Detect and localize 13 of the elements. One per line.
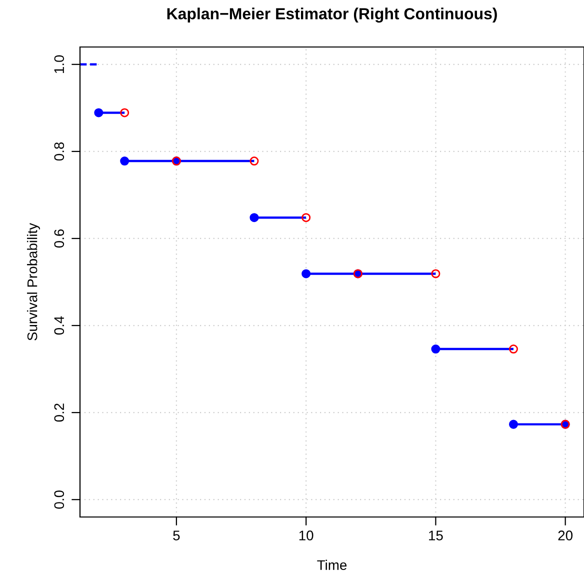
x-tick-label: 15 (429, 530, 443, 540)
x-axis-title: Time (317, 560, 347, 570)
x-tick-label: 20 (558, 530, 573, 540)
y-tick-label: 0.0 (54, 490, 64, 509)
y-tick-label: 0.2 (54, 404, 64, 422)
chart-title: Kaplan−Meier Estimator (Right Continuous) (167, 8, 497, 23)
y-tick-label: 1.0 (54, 55, 64, 73)
y-tick-label: 0.6 (54, 229, 64, 248)
y-tick-label: 0.8 (54, 142, 64, 161)
y-axis-title: Survival Probability (27, 222, 40, 340)
x-tick-label: 5 (173, 530, 180, 540)
y-tick-label: 0.4 (54, 316, 64, 335)
x-tick-label: 10 (299, 530, 314, 540)
